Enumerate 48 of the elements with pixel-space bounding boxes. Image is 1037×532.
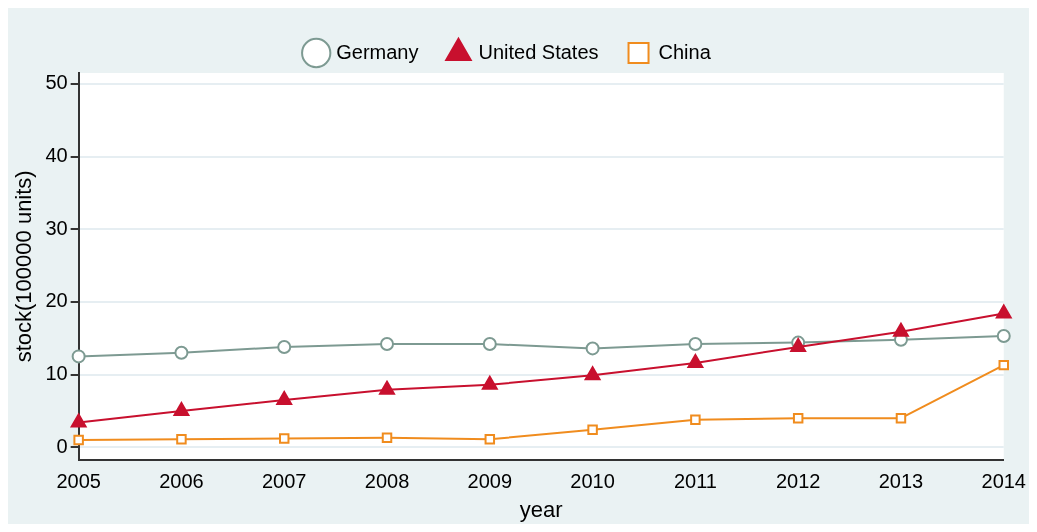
point [71, 349, 86, 364]
x-tick-label: 2010 [570, 470, 615, 493]
x-tick-label: 2011 [673, 470, 717, 493]
x-axis-title: year [519, 496, 563, 522]
point [995, 304, 1012, 319]
point [381, 432, 393, 444]
point [687, 353, 704, 368]
x-tick-label: 2008 [364, 470, 410, 493]
point [996, 329, 1011, 344]
y-tick-label: 30 [45, 216, 68, 239]
y-tick-label: 10 [45, 362, 68, 385]
x-tick-label: 2007 [261, 470, 307, 493]
y-tick-label: 50 [45, 71, 68, 94]
point [173, 401, 190, 416]
point [174, 345, 189, 360]
point [893, 322, 909, 337]
x-tick-label: 2005 [56, 470, 101, 493]
point [688, 337, 703, 352]
point [278, 433, 290, 444]
point [277, 339, 292, 354]
x-tick-label: 2006 [159, 470, 204, 493]
point [379, 380, 395, 395]
y-axis-title: stock(100000 units) [11, 170, 37, 363]
x-tick-label: 2009 [467, 470, 513, 493]
point [481, 375, 498, 390]
legend-label: United States [478, 40, 599, 63]
point [70, 413, 87, 428]
point [792, 412, 804, 424]
point [482, 337, 497, 352]
point [276, 391, 293, 406]
point [380, 337, 395, 352]
y-tick-label: 0 [56, 434, 68, 457]
point [176, 434, 187, 445]
x-tick-label: 2012 [775, 470, 821, 493]
point [585, 341, 600, 356]
point [587, 424, 598, 436]
point [584, 366, 601, 381]
point [73, 434, 84, 446]
legend-label: China [658, 40, 712, 63]
point [690, 414, 701, 425]
x-tick-label: 2013 [878, 470, 924, 493]
legend-label: Germany [336, 40, 419, 63]
point [998, 359, 1009, 371]
y-tick-label: 20 [45, 289, 68, 312]
x-tick-label: 2014 [981, 470, 1026, 493]
y-tick-label: 40 [45, 144, 68, 167]
point [484, 434, 496, 445]
point [895, 412, 907, 424]
